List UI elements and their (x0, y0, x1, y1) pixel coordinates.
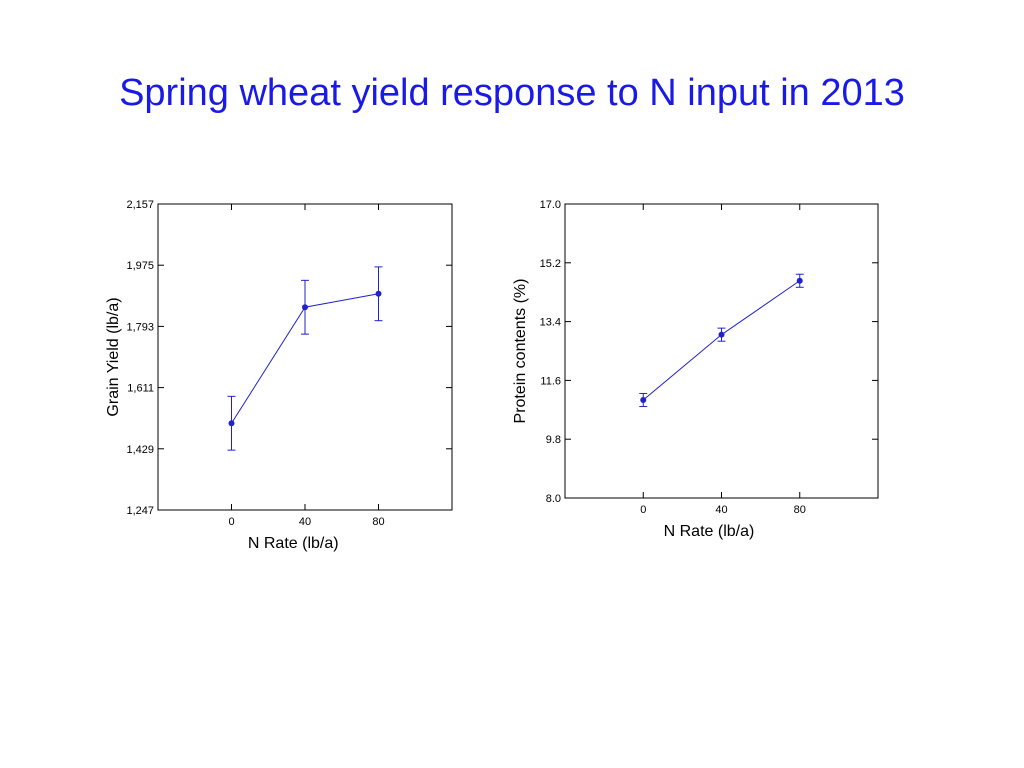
slide-title: Spring wheat yield response to N input i… (119, 72, 905, 114)
yield-y-tick-label: 1,793 (126, 321, 154, 333)
protein-y-tick-label: 11.6 (540, 375, 561, 387)
protein-x-tick-label: 80 (794, 504, 806, 516)
protein-y-axis-label: Protein contents (%) (512, 279, 529, 424)
yield-y-tick-label: 1,611 (127, 383, 154, 395)
yield-y-tick-label: 2,157 (126, 199, 154, 211)
yield-data-point (375, 290, 382, 297)
yield-x-tick-label: 80 (372, 516, 384, 528)
yield-y-tick-label: 1,247 (126, 505, 154, 517)
yield-data-point (228, 420, 235, 427)
yield-y-axis-label: Grain Yield (lb/a) (105, 297, 122, 416)
yield-x-tick-label: 0 (228, 516, 234, 528)
yield-data-point (302, 304, 308, 311)
yield-x-axis-label: N Rate (lb/a) (248, 535, 339, 552)
protein-y-tick-label: 8.0 (546, 493, 561, 505)
protein-data-point (796, 277, 803, 284)
protein-data-point (718, 331, 725, 338)
protein-plot-frame (564, 203, 879, 499)
protein-y-tick-label: 13.4 (540, 317, 561, 329)
protein-x-tick-label: 0 (640, 504, 646, 516)
protein-x-axis-label: N Rate (lb/a) (664, 523, 755, 540)
protein-data-point (640, 397, 647, 403)
protein-y-tick-label: 17.0 (540, 199, 561, 211)
protein-x-tick-label: 40 (715, 504, 727, 516)
yield-y-tick-label: 1,429 (126, 444, 154, 456)
yield-x-tick-label: 40 (299, 516, 311, 528)
yield-y-tick-label: 1,975 (126, 260, 154, 272)
protein-y-tick-label: 9.8 (546, 434, 561, 446)
protein-y-tick-label: 15.2 (540, 258, 561, 270)
